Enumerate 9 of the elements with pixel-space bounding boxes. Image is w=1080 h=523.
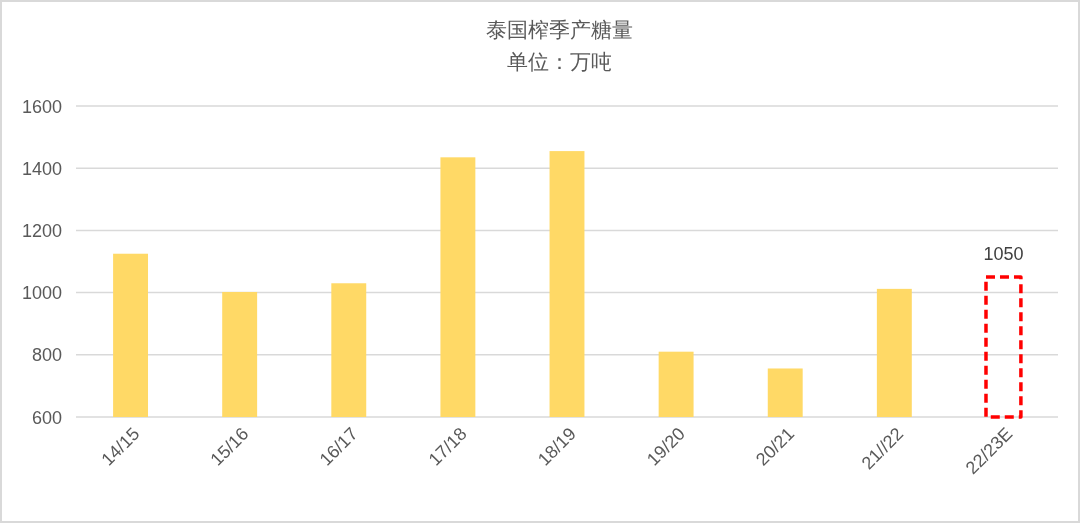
data-label: 1050 — [983, 244, 1024, 265]
y-tick-label: 1000 — [21, 283, 62, 304]
y-tick-label: 800 — [31, 345, 62, 366]
y-tick-label: 1400 — [21, 158, 62, 179]
y-tick-label: 1600 — [21, 96, 62, 117]
subtitle: 单位：万吨 — [506, 50, 612, 74]
y-tick-label: 600 — [31, 407, 62, 428]
title: 泰国榨季产糖量 — [485, 18, 633, 42]
y-tick-label: 1200 — [21, 220, 62, 241]
